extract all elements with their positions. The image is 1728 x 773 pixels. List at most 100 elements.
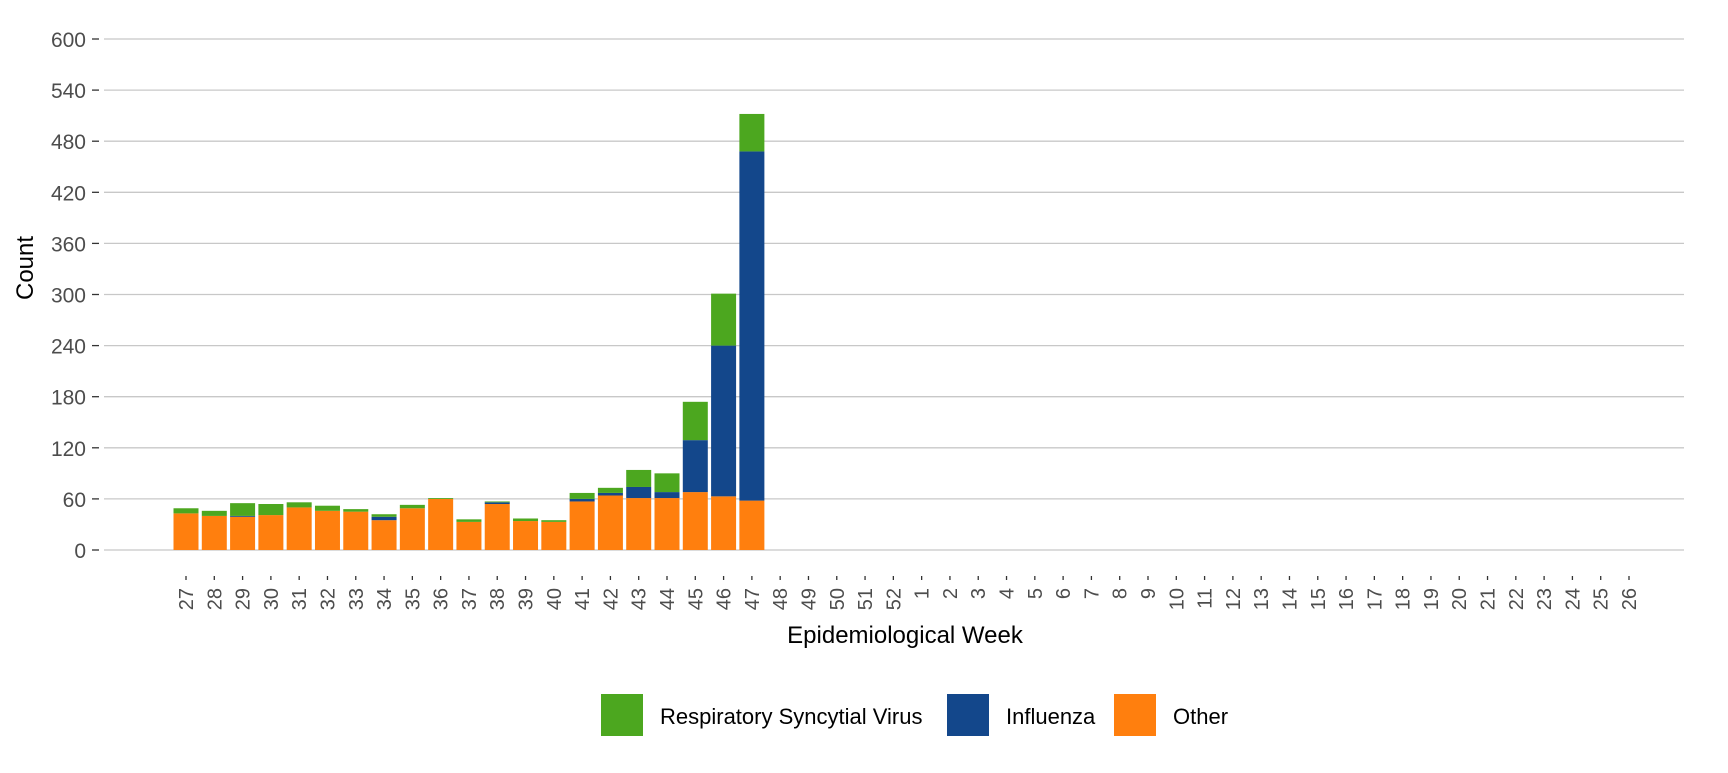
legend-swatch xyxy=(601,694,643,736)
legend-label: Other xyxy=(1173,704,1228,729)
bar-segment xyxy=(682,401,708,441)
x-tick-label: 9 xyxy=(1138,588,1160,599)
legend-item: Influenza xyxy=(947,694,1096,736)
bar-segment xyxy=(371,514,397,517)
bar-segment xyxy=(654,498,680,550)
bar-segment xyxy=(626,498,652,550)
x-tick-label: 32 xyxy=(317,588,339,610)
y-tick-label: 240 xyxy=(51,336,86,359)
y-tick-label: 480 xyxy=(51,131,86,154)
x-tick-label: 22 xyxy=(1506,588,1528,610)
bar-segment xyxy=(286,507,312,550)
bar-segment xyxy=(173,508,199,514)
bar-segment xyxy=(456,521,482,550)
bar-segment xyxy=(626,486,652,499)
y-tick-label: 120 xyxy=(51,438,86,461)
x-tick-label: 47 xyxy=(742,588,764,610)
x-tick-label: 41 xyxy=(572,588,594,610)
x-axis: 27 28 29 30 31 32 33 34 35 36 37 38 39 40 41 42 43 44 45 46… xyxy=(176,576,1641,610)
bar-segment xyxy=(569,498,595,502)
x-tick-label: 15 xyxy=(1308,588,1330,610)
bar-segment xyxy=(201,510,227,516)
x-tick-label: 44 xyxy=(657,588,679,610)
bar-segment xyxy=(230,516,256,550)
bar-segment xyxy=(626,469,652,487)
bar-segment xyxy=(739,151,765,501)
x-tick-label: 45 xyxy=(685,588,707,610)
legend-item: Respiratory Syncytial Virus xyxy=(601,694,922,736)
x-tick-label: 39 xyxy=(516,588,538,610)
y-tick-label: 600 xyxy=(51,29,86,52)
y-tick-label: 540 xyxy=(51,80,86,103)
bar-segment xyxy=(258,504,284,516)
x-tick-label: 13 xyxy=(1251,588,1273,610)
x-tick-label: 12 xyxy=(1223,588,1245,610)
bar-segment xyxy=(711,496,737,550)
x-tick-label: 34 xyxy=(374,588,396,610)
bar-segment xyxy=(597,492,623,496)
x-tick-label: 23 xyxy=(1534,588,1556,610)
x-tick-label: 16 xyxy=(1336,588,1358,610)
y-tick-label: 420 xyxy=(51,182,86,205)
x-tick-label: 51 xyxy=(855,588,877,610)
bar-segment xyxy=(399,504,425,509)
x-tick-label: 4 xyxy=(997,588,1019,599)
y-tick-label: 0 xyxy=(74,540,86,563)
bar-segment xyxy=(654,473,680,493)
bar-segment xyxy=(654,492,680,499)
bar-segment xyxy=(258,515,284,550)
x-tick-label: 30 xyxy=(261,588,283,610)
x-tick-label: 20 xyxy=(1449,588,1471,610)
legend: Respiratory Syncytial Virus Influenza Othe… xyxy=(601,694,1228,736)
bar-segment xyxy=(711,345,737,497)
legend-label: Respiratory Syncytial Virus xyxy=(660,704,922,729)
bar-segment xyxy=(484,504,510,550)
x-tick-label: 25 xyxy=(1591,588,1613,610)
x-tick-label: 24 xyxy=(1562,588,1584,610)
bar-segment xyxy=(569,492,595,499)
x-tick-label: 5 xyxy=(1025,588,1047,599)
y-tick-label: 180 xyxy=(51,387,86,410)
x-tick-label: 46 xyxy=(714,588,736,610)
bar-segment xyxy=(343,511,369,550)
bar-segment xyxy=(682,492,708,550)
bar-segment xyxy=(173,513,199,550)
bar-segment xyxy=(314,505,340,511)
x-tick-label: 18 xyxy=(1393,588,1415,610)
x-tick-label: 6 xyxy=(1053,588,1075,599)
x-tick-label: 10 xyxy=(1166,588,1188,610)
bar-segment xyxy=(399,508,425,550)
bar-segment xyxy=(286,502,312,508)
x-axis-title: Epidemiological Week xyxy=(787,622,1024,649)
x-tick-label: 50 xyxy=(827,588,849,610)
x-tick-label: 52 xyxy=(883,588,905,610)
x-tick-label: 42 xyxy=(600,588,622,610)
x-tick-label: 40 xyxy=(544,588,566,610)
x-tick-label: 38 xyxy=(487,588,509,610)
x-tick-label: 37 xyxy=(459,588,481,610)
bar-segment xyxy=(201,515,227,550)
bar-segment xyxy=(428,498,454,550)
grid-lines xyxy=(104,38,1684,551)
x-tick-label: 36 xyxy=(431,588,453,610)
x-tick-label: 1 xyxy=(912,588,934,599)
legend-item: Other xyxy=(1114,694,1228,736)
bar-segment xyxy=(597,487,623,493)
bars xyxy=(173,113,765,550)
bar-segment xyxy=(597,495,623,550)
x-tick-label: 29 xyxy=(233,588,255,610)
x-tick-label: 3 xyxy=(968,588,990,599)
bar-segment xyxy=(739,113,765,152)
x-tick-label: 48 xyxy=(770,588,792,610)
bar-segment xyxy=(513,521,539,550)
bar-segment xyxy=(371,520,397,550)
y-axis: 0 60 120 180 240 300 360 420 480 540 600 xyxy=(51,29,99,563)
x-tick-label: 19 xyxy=(1421,588,1443,610)
y-tick-label: 60 xyxy=(63,489,86,512)
bar-segment xyxy=(484,502,510,505)
bar-segment xyxy=(711,293,737,346)
x-tick-label: 27 xyxy=(176,588,198,610)
x-tick-label: 31 xyxy=(289,588,311,610)
bar-segment xyxy=(569,501,595,550)
